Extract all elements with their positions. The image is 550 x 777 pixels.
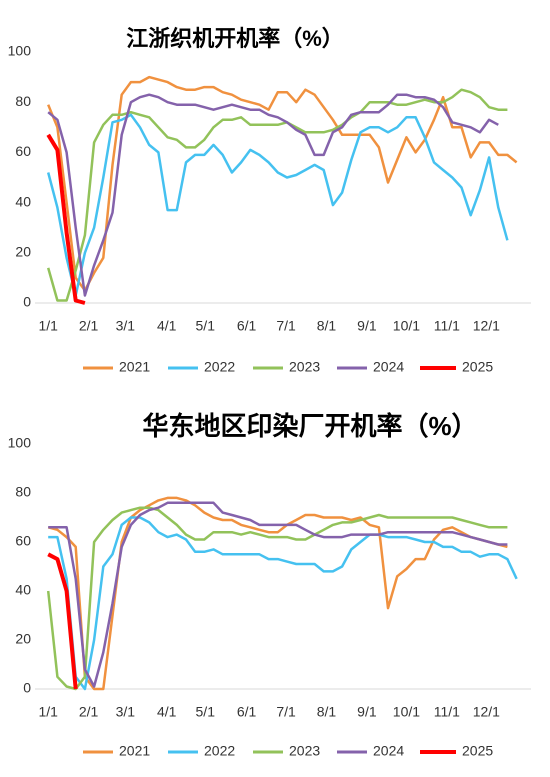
series-line: [47, 93, 499, 297]
chart-title: 华东地区印染厂开机率（%）: [142, 411, 477, 441]
legend-label: 2021: [119, 359, 150, 375]
x-tick-label: 5/1: [196, 318, 216, 334]
x-tick-label: 1/1: [38, 704, 58, 720]
series-line: [48, 501, 508, 688]
series-line: [47, 552, 78, 690]
x-tick-label: 3/1: [116, 318, 136, 334]
legend-label: 2023: [289, 359, 320, 375]
y-tick-label: 60: [15, 143, 31, 159]
legend-label: 2021: [119, 743, 150, 759]
y-tick-label: 0: [23, 680, 31, 696]
series-line: [46, 506, 508, 691]
x-tick-label: 12/1: [473, 704, 500, 720]
legend-label: 2022: [204, 359, 235, 375]
legend-label: 2024: [373, 743, 404, 759]
x-tick-label: 4/1: [157, 318, 177, 334]
x-tick-label: 7/1: [276, 704, 296, 720]
x-tick-label: 12/1: [473, 318, 500, 334]
y-tick-label: 60: [15, 533, 31, 549]
legend-label: 2022: [204, 743, 235, 759]
x-tick-label: 6/1: [237, 704, 257, 720]
series-line: [46, 88, 508, 302]
legend-label: 2023: [289, 743, 320, 759]
x-tick-label: 10/1: [393, 704, 420, 720]
x-tick-label: 3/1: [116, 704, 136, 720]
y-tick-label: 20: [15, 631, 31, 647]
y-tick-label: 100: [8, 43, 32, 59]
series-line: [46, 133, 86, 305]
x-tick-label: 11/1: [434, 704, 460, 720]
y-tick-label: 20: [15, 244, 31, 260]
legend-label: 2024: [373, 359, 404, 375]
x-tick-label: 8/1: [317, 704, 337, 720]
series-line: [47, 496, 508, 691]
chart-title: 江浙织机开机率（%）: [126, 26, 344, 51]
y-tick-label: 80: [15, 484, 31, 500]
y-tick-label: 40: [15, 582, 31, 598]
y-tick-label: 100: [8, 435, 32, 451]
series-line: [46, 113, 509, 297]
x-tick-label: 11/1: [434, 318, 460, 334]
y-tick-label: 0: [23, 294, 31, 310]
y-tick-label: 40: [15, 193, 31, 209]
x-tick-label: 2/1: [79, 704, 99, 720]
x-tick-label: 7/1: [276, 318, 296, 334]
x-tick-label: 9/1: [357, 704, 377, 720]
x-tick-label: 4/1: [157, 704, 177, 720]
series-line: [48, 516, 518, 691]
x-tick-label: 10/1: [393, 318, 420, 334]
x-tick-label: 1/1: [38, 318, 58, 334]
x-tick-label: 9/1: [357, 318, 377, 334]
x-tick-label: 2/1: [79, 318, 99, 334]
legend-label: 2025: [462, 359, 493, 375]
x-tick-label: 8/1: [317, 318, 337, 334]
x-tick-label: 6/1: [237, 318, 257, 334]
x-tick-label: 5/1: [196, 704, 216, 720]
legend-label: 2025: [462, 743, 493, 759]
y-tick-label: 80: [15, 93, 31, 109]
series-line: [47, 75, 518, 292]
